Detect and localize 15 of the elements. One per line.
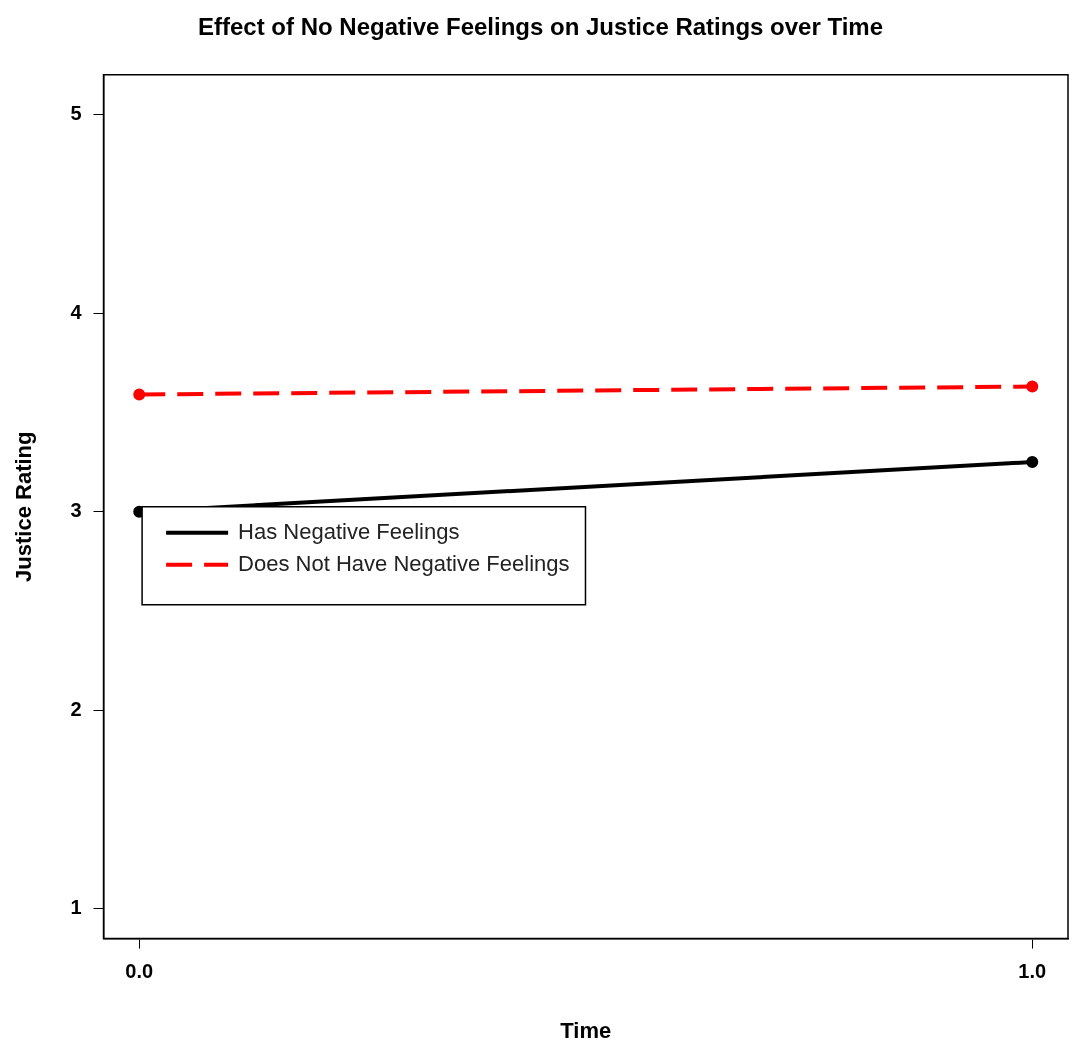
point: [133, 388, 146, 401]
legend-label: Does Not Have Negative Feelings: [238, 550, 570, 576]
x-axis-title: Time: [560, 1017, 612, 1043]
y-tick-label: 1: [70, 896, 82, 919]
y-axis-title: Justice Rating: [11, 431, 37, 582]
point: [1026, 380, 1039, 393]
x-tick-label: 0.0: [125, 960, 154, 983]
chart-title: Effect of No Negative Feelings on Justice Ratings over Time: [197, 13, 884, 41]
point: [1026, 456, 1039, 469]
y-tick-label: 2: [70, 697, 82, 720]
y-tick-label: 3: [70, 499, 82, 522]
y-tick-label: 5: [70, 102, 82, 125]
legend-label: Has Negative Feelings: [238, 518, 460, 544]
x-tick-label: 1.0: [1018, 960, 1047, 983]
y-tick-label: 4: [70, 300, 83, 323]
